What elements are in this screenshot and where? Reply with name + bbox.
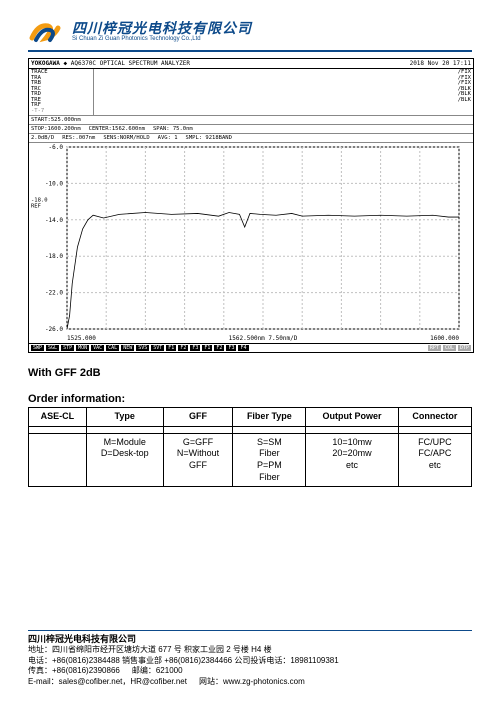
table-header: Connector	[398, 408, 471, 427]
footer-phones: 电话：+86(0816)2384488 销售事业部 +86(0816)23844…	[28, 656, 339, 665]
order-info-table: ASE-CLTypeGFFFiber TypeOutput PowerConne…	[28, 407, 472, 487]
table-header: ASE-CL	[29, 408, 87, 427]
svg-text:-6.0: -6.0	[49, 144, 64, 151]
company-name-en: Si Chuan Zi Guan Photonics Technology Co…	[72, 36, 252, 43]
table-header: Type	[86, 408, 163, 427]
table-cell	[29, 433, 87, 487]
svg-text:1525.000: 1525.000	[67, 335, 96, 342]
company-name-zh: 四川梓冠光电科技有限公司	[72, 21, 252, 36]
table-cell: M=ModuleD=Desk-top	[86, 433, 163, 487]
svg-text:-10.0: -10.0	[45, 180, 63, 187]
table-cell: 10=10mw20=20mwetc	[306, 433, 398, 487]
table-header: Fiber Type	[233, 408, 306, 427]
table-cell: G=GFFN=WithoutGFF	[163, 433, 233, 487]
footer-company: 四川梓冠光电科技有限公司	[28, 634, 136, 644]
svg-text:-14.0: -14.0	[45, 217, 63, 224]
table-header: GFF	[163, 408, 233, 427]
spectrum-analyzer-screenshot: YOKOGAWA ◆ AQ6370C OPTICAL SPECTRUM ANAL…	[28, 58, 474, 353]
analyzer-params-row1: START:525.000nm	[29, 116, 473, 125]
header-rule	[28, 50, 472, 52]
footer-fax: 传真：+86(0816)2390866	[28, 666, 120, 676]
svg-text:REF: REF	[31, 204, 41, 210]
page-footer: 四川梓冠光电科技有限公司 地址：四川省绵阳市经开区塘坊大道 677 号 积家工业…	[28, 630, 472, 687]
table-cell: S=SMFiberP=PMFiber	[233, 433, 306, 487]
figure-caption: With GFF 2dB	[28, 367, 472, 379]
svg-text:-22.0: -22.0	[45, 290, 63, 297]
order-info-title: Order information:	[28, 393, 472, 405]
footer-email: E-mail：sales@cofiber.net，HR@cofiber.net	[28, 677, 187, 687]
footer-web: 网站：www.zg-photonics.com	[199, 677, 305, 687]
analyzer-params-row2: STOP:1600.200nm CENTER:1562.600nm SPAN: …	[29, 125, 473, 134]
analyzer-timestamp: 2018 Nov 20 17:11	[410, 60, 471, 67]
svg-text:-18.0: -18.0	[45, 253, 63, 260]
footer-zip: 邮编：621000	[132, 666, 183, 676]
svg-text:-26.0: -26.0	[45, 326, 63, 333]
table-cell: FC/UPCFC/APCetc	[398, 433, 471, 487]
analyzer-model: AQ6370C OPTICAL SPECTRUM ANALYZER	[71, 60, 190, 67]
trace-legend-left: TRACETRATRBTRCTRDTRETRF-T-7	[29, 69, 94, 115]
svg-text:1600.000: 1600.000	[430, 335, 459, 342]
svg-text:1562.500nm 7.50nm/D: 1562.500nm 7.50nm/D	[229, 335, 298, 342]
analyzer-brand: YOKOGAWA	[31, 60, 60, 67]
company-logo	[28, 18, 64, 46]
spectrum-plot: -6.0-10.0-14.0-18.0-22.0-26.0-18.0REF152…	[29, 143, 473, 344]
table-header: Output Power	[306, 408, 398, 427]
analyzer-bottom-bar: SWPSGLSTPMONVACCALNEWSVSSVTF1F2F3F1F2F3F…	[29, 344, 473, 352]
trace-legend-right: /FIX/FIX/FIX/BLK/BLK/BLK	[94, 69, 473, 115]
analyzer-params-row3: 2.0dB/D RES:.007nm SENS:NORM/HOLD AVG: 1…	[29, 134, 473, 143]
page-header: 四川梓冠光电科技有限公司 Si Chuan Zi Guan Photonics …	[28, 18, 472, 46]
footer-address: 地址：四川省绵阳市经开区塘坊大道 677 号 积家工业园 2 号楼 H4 楼	[28, 645, 272, 654]
